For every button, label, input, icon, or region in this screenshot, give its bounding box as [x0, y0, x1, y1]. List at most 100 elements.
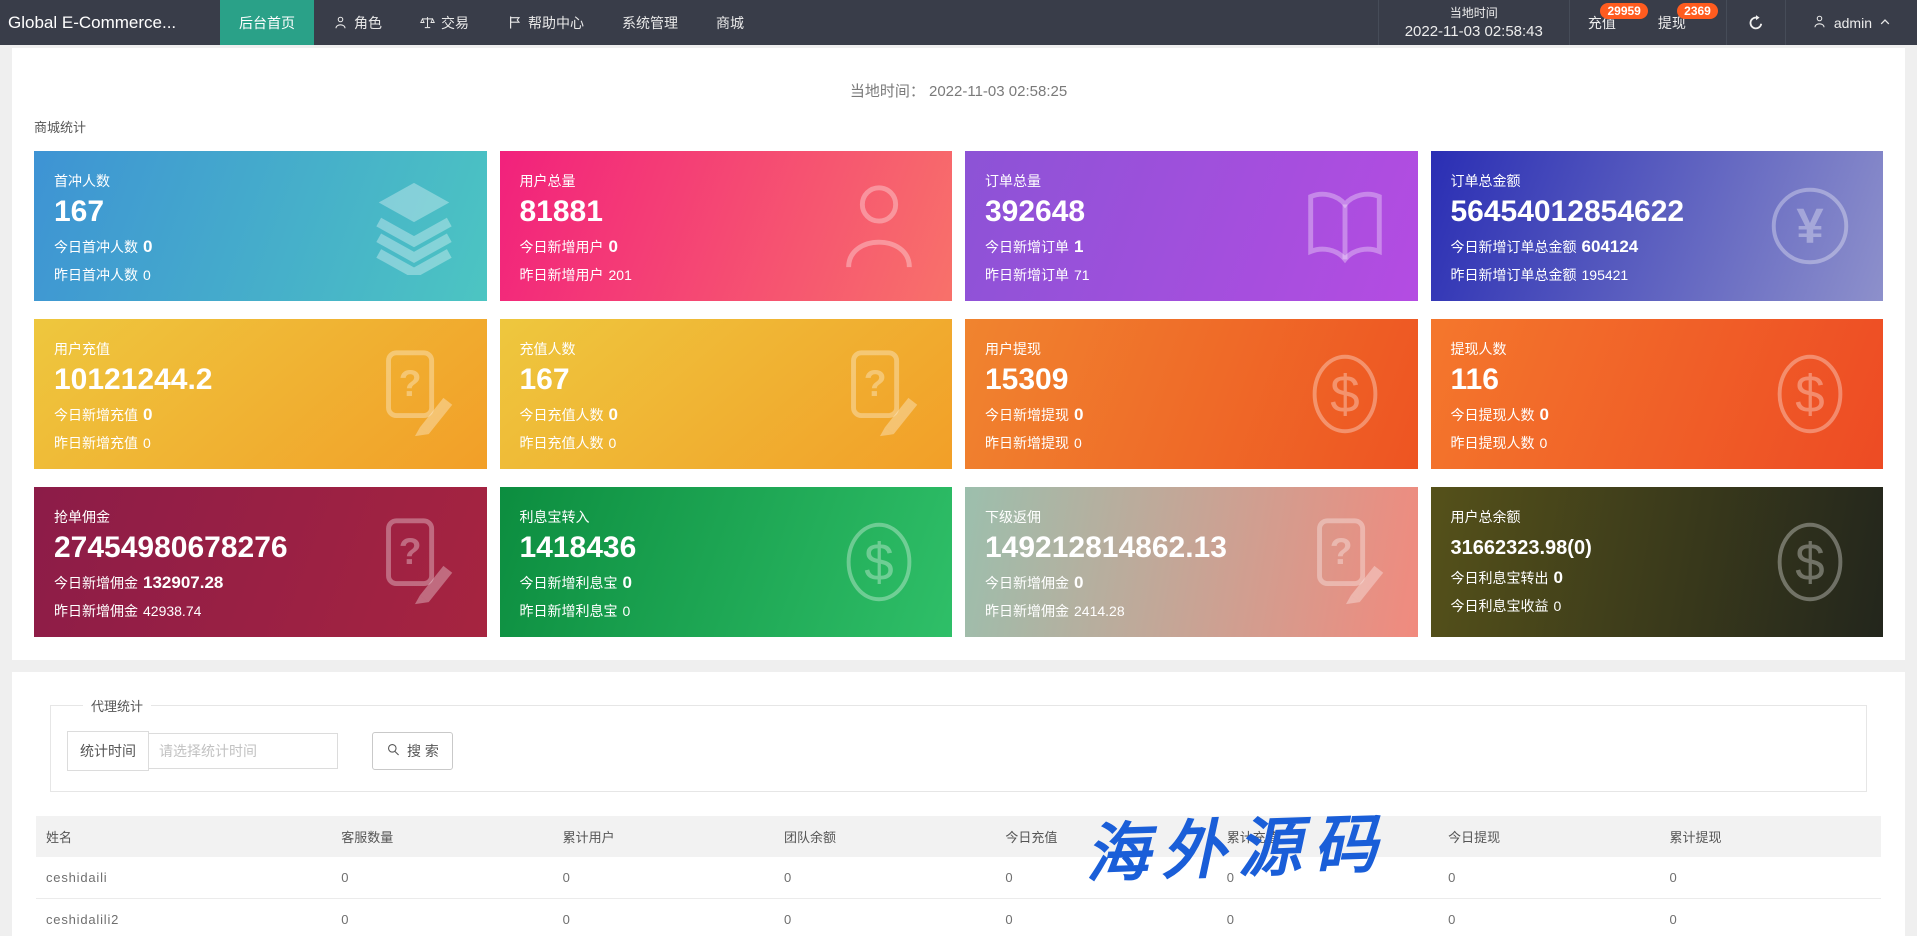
table-header-1: 客服数量 — [331, 816, 553, 857]
page-content: 当地时间： 2022-11-03 02:58:25 商城统计 首冲人数 167 今日… — [0, 45, 1917, 936]
content-time-value: 2022-11-03 02:58:25 — [929, 83, 1068, 100]
card-today-line: 今日首冲人数 0 — [54, 237, 153, 256]
flag-icon — [510, 16, 521, 29]
nav-item-help[interactable]: 帮助中心 — [488, 0, 603, 45]
user-avatar-icon — [1812, 14, 1827, 32]
nav-item-label: 系统管理 — [622, 14, 678, 31]
main-menu: 后台首页 角色 交易 帮助中心 系统管理 商城 — [220, 0, 763, 45]
agent-name-cell: ceshidaili — [36, 857, 332, 899]
card-yesterday-line: 昨日新增订单 71 — [985, 267, 1090, 283]
stat-card-withdraw-users: 提现人数 116 今日提现人数 0 昨日提现人数 0 $ — [1430, 319, 1883, 469]
agent-value-cell: 0 — [1216, 898, 1439, 936]
card-title: 用户充值 — [54, 341, 110, 357]
nav-item-trade[interactable]: 交易 — [401, 0, 488, 45]
user-icon — [1814, 15, 1825, 27]
card-yesterday-line: 昨日充值人数 0 — [519, 435, 617, 451]
agent-value-cell: 0 — [331, 898, 553, 936]
card-value: 15309 — [985, 363, 1069, 396]
agent-value-cell: 0 — [773, 857, 996, 899]
navbar-local-time: 当地时间 2022-11-03 02:58:43 — [1377, 0, 1569, 45]
card-title: 订单总金额 — [1450, 173, 1521, 189]
layers-icon — [375, 182, 452, 275]
card-title: 首冲人数 — [54, 173, 110, 189]
svg-text:?: ? — [398, 362, 421, 404]
recharge-button[interactable]: 充值 29959 — [1578, 0, 1648, 45]
stat-card-user-withdraw: 用户提现 15309 今日新增提现 0 昨日新增提现 0 $ — [965, 319, 1418, 469]
agent-value-cell: 0 — [552, 857, 774, 899]
card-yesterday-line: 昨日新增提现 0 — [985, 435, 1082, 451]
agent-panel: 代理统计 统计时间 搜 索 姓名客服数量累计用户团队余额今日充值累计充值今日提现… — [12, 672, 1905, 936]
nav-item-home[interactable]: 后台首页 — [220, 0, 314, 45]
yen-icon: ¥ — [1771, 187, 1849, 265]
table-row: ceshidalili2 0 0 0 0 0 0 0 — [36, 898, 1881, 936]
agent-table-body: ceshidaili0000000ceshidalili20000000a000… — [36, 857, 1881, 936]
agent-table: 姓名 客服数量 累计用户 团队余额 今日充值 累计充值 今日提现 累计提现 ceshidail… — [36, 816, 1881, 936]
svg-text:$: $ — [1330, 366, 1359, 425]
nav-item-label: 商城 — [716, 14, 744, 31]
card-yesterday-line: 今日利息宝收益 0 — [1450, 598, 1562, 614]
card-title: 提现人数 — [1450, 341, 1507, 357]
table-header-5: 累计充值 — [1216, 816, 1439, 857]
card-yesterday-line: 昨日新增充值 0 — [54, 435, 151, 451]
recharge-badge: 29959 — [1600, 3, 1648, 19]
table-header-4: 今日充值 — [995, 816, 1217, 857]
chevron-up-icon — [1880, 18, 1890, 24]
nav-item-system[interactable]: 系统管理 — [603, 0, 697, 45]
dollar-icon: $ — [1312, 354, 1377, 434]
user-menu[interactable]: admin — [1784, 0, 1917, 45]
stat-time-label: 统计时间 — [67, 731, 149, 771]
chevron-up-icon — [1879, 15, 1891, 31]
nav-item-label: 交易 — [441, 14, 469, 31]
doc-question-icon: ? — [385, 350, 452, 437]
svg-text:$: $ — [864, 534, 893, 593]
nav-item-roles[interactable]: 角色 — [314, 0, 401, 45]
card-today-line: 今日新增佣金 132907.28 — [54, 573, 224, 592]
stat-time-input[interactable] — [149, 733, 338, 769]
card-value: 56454012854622 — [1450, 195, 1685, 228]
search-button-label: 搜 索 — [407, 743, 439, 759]
svg-text:?: ? — [1329, 530, 1352, 572]
svg-text:?: ? — [398, 530, 421, 572]
card-value: 167 — [519, 363, 570, 396]
card-value: 167 — [54, 195, 105, 228]
dollar-icon: $ — [846, 522, 912, 602]
agent-name-cell: ceshidalili2 — [36, 898, 332, 936]
stats-panel: 当地时间： 2022-11-03 02:58:25 商城统计 首冲人数 167 今日… — [12, 48, 1905, 660]
stat-card-first-recharge-users: 首冲人数 167 今日首冲人数 0 昨日首冲人数 0 — [34, 151, 487, 301]
dollar-icon: $ — [1777, 522, 1843, 602]
local-time-value: 2022-11-03 02:58:43 — [1404, 22, 1543, 40]
doc-question-icon: ? — [1316, 518, 1383, 605]
search-icon — [388, 744, 399, 756]
card-yesterday-line: 昨日首冲人数 0 — [54, 267, 151, 283]
stat-card-interest-transfer-in: 利息宝转入 1418436 今日新增利息宝 0 昨日新增利息宝 0 $ — [499, 487, 952, 637]
agent-value-cell: 0 — [331, 857, 553, 899]
card-yesterday-line: 昨日新增佣金 2414.28 — [985, 603, 1125, 619]
stat-card-recharge-users: 充值人数 167 今日充值人数 0 昨日充值人数 0? — [499, 319, 952, 469]
withdraw-button[interactable]: 提现 2369 — [1648, 0, 1718, 45]
search-button[interactable]: 搜 索 — [372, 732, 453, 770]
card-title: 用户总量 — [519, 173, 576, 189]
card-today-line: 今日新增提现 0 — [985, 405, 1084, 424]
card-value: 10121244.2 — [54, 363, 213, 396]
nav-item-mall[interactable]: 商城 — [697, 0, 763, 45]
card-title: 订单总量 — [985, 173, 1041, 189]
agent-filter-row: 统计时间 搜 索 — [67, 731, 1850, 771]
card-today-line: 今日充值人数 0 — [519, 405, 618, 424]
withdraw-label: 提现 — [1657, 14, 1686, 31]
refresh-button[interactable] — [1725, 0, 1785, 45]
agent-table-head: 姓名 客服数量 累计用户 团队余额 今日充值 累计充值 今日提现 累计提现 — [36, 816, 1881, 857]
table-row: ceshidaili 0 0 0 0 0 0 0 — [36, 857, 1881, 899]
agent-value-cell: 0 — [552, 898, 774, 936]
card-title: 抢单佣金 — [54, 509, 110, 525]
card-value: 116 — [1450, 363, 1499, 396]
doc-question-icon: ? — [851, 350, 918, 437]
stat-cards-grid: 首冲人数 167 今日首冲人数 0 昨日首冲人数 0 用户总量 81881 今日新增用户 0 昨日新… — [34, 151, 1883, 637]
card-value: 31662323.98(0) — [1450, 537, 1592, 559]
agent-value-cell: 0 — [1659, 898, 1881, 936]
card-today-line: 今日新增订单总金额 604124 — [1450, 237, 1639, 256]
card-value: 1418436 — [519, 531, 637, 564]
card-yesterday-line: 昨日提现人数 0 — [1450, 435, 1548, 451]
agent-value-cell: 0 — [1438, 857, 1660, 899]
card-title: 用户提现 — [985, 341, 1041, 357]
user-icon — [335, 16, 346, 29]
